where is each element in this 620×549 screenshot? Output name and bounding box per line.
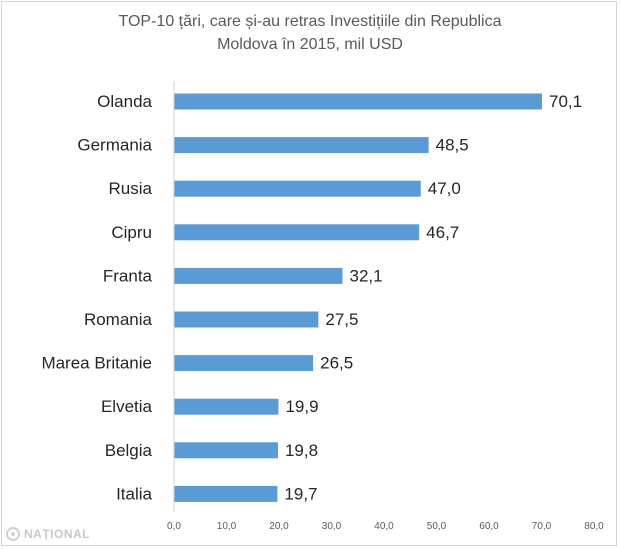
- x-tick-label: 70,0: [532, 521, 552, 532]
- chart-title: TOP-10 țări, care și-au retras Investiți…: [0, 10, 620, 56]
- x-tick-label: 30,0: [322, 521, 342, 532]
- watermark: NAȚIONAL: [6, 524, 90, 544]
- category-label: Belgia: [105, 441, 153, 460]
- bar: [174, 137, 429, 154]
- bar: [174, 355, 314, 372]
- data-label: 26,5: [320, 354, 353, 373]
- x-tick-label: 20,0: [269, 521, 289, 532]
- bar: [174, 442, 278, 459]
- x-tick-label: 80,0: [584, 521, 604, 532]
- data-label: 48,5: [436, 136, 469, 155]
- bar: [174, 180, 421, 197]
- data-label: 32,1: [350, 266, 383, 285]
- category-label: Elvetia: [101, 397, 153, 416]
- bar: [174, 267, 343, 284]
- category-label: Germania: [77, 136, 152, 155]
- bar: [174, 93, 543, 110]
- data-label: 19,7: [284, 484, 317, 503]
- data-label: 19,9: [285, 397, 318, 416]
- data-label: 27,5: [325, 310, 358, 329]
- national-logo-icon: [6, 527, 20, 541]
- data-label: 70,1: [549, 92, 582, 111]
- data-label: 19,8: [285, 441, 318, 460]
- x-tick-label: 50,0: [427, 521, 447, 532]
- category-label: Cipru: [111, 223, 152, 242]
- watermark-text: NAȚIONAL: [24, 527, 90, 541]
- bar: [174, 398, 279, 415]
- category-label: Olanda: [97, 92, 152, 111]
- x-tick-label: 40,0: [374, 521, 394, 532]
- x-tick-label: 10,0: [217, 521, 237, 532]
- bar: [174, 485, 278, 502]
- category-label: Romania: [84, 310, 153, 329]
- category-label: Franta: [103, 266, 153, 285]
- data-label: 47,0: [428, 179, 461, 198]
- bar: [174, 311, 319, 328]
- data-label: 46,7: [426, 223, 459, 242]
- chart-title-line-2: Moldova în 2015, mil USD: [217, 36, 403, 53]
- x-tick-label: 0,0: [167, 521, 181, 532]
- category-label: Italia: [116, 484, 152, 503]
- bar: [174, 224, 420, 241]
- category-label: Marea Britanie: [41, 354, 152, 373]
- chart-title-line-1: TOP-10 țări, care și-au retras Investiți…: [118, 13, 502, 30]
- category-label: Rusia: [109, 179, 153, 198]
- x-tick-label: 60,0: [479, 521, 499, 532]
